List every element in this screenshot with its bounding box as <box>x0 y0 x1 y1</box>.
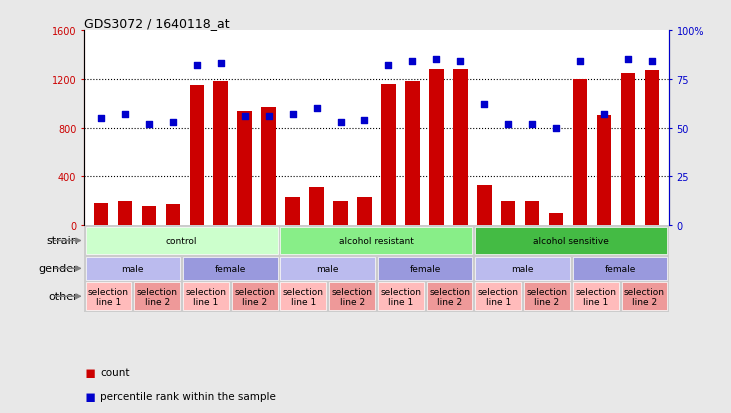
Text: selection
line 2: selection line 2 <box>624 287 665 306</box>
Bar <box>357 198 371 225</box>
Text: selection
line 2: selection line 2 <box>234 287 275 306</box>
Bar <box>262 108 276 225</box>
Text: selection
line 2: selection line 2 <box>429 287 470 306</box>
Point <box>646 59 658 65</box>
Bar <box>213 82 228 225</box>
Point <box>575 59 586 65</box>
Text: strain: strain <box>46 236 78 246</box>
Bar <box>573 283 618 310</box>
Bar <box>142 206 156 225</box>
Point <box>167 119 178 126</box>
Text: female: female <box>215 264 246 273</box>
Point <box>622 57 634 64</box>
Text: male: male <box>512 264 534 273</box>
Point <box>382 63 394 69</box>
Point <box>406 59 418 65</box>
Bar <box>378 283 424 310</box>
Point <box>502 121 514 128</box>
Point <box>455 59 466 65</box>
Point <box>95 115 107 122</box>
Bar <box>183 283 229 310</box>
Bar <box>183 257 278 280</box>
Bar <box>135 283 180 310</box>
Bar <box>475 227 667 255</box>
Point <box>143 121 155 128</box>
Text: gender: gender <box>39 264 78 274</box>
Bar <box>281 257 375 280</box>
Point <box>239 113 251 120</box>
Point <box>311 106 322 112</box>
Text: count: count <box>100 367 129 377</box>
Text: selection
line 1: selection line 1 <box>88 287 129 306</box>
Bar <box>382 85 395 225</box>
Bar <box>549 214 564 225</box>
Point <box>479 102 491 108</box>
Bar <box>309 188 324 225</box>
Bar <box>645 71 659 225</box>
Point <box>119 112 131 118</box>
Bar <box>378 257 472 280</box>
Text: other: other <box>48 292 78 301</box>
Point <box>359 117 371 124</box>
Text: selection
line 1: selection line 1 <box>186 287 227 306</box>
Bar <box>573 257 667 280</box>
Text: GDS3072 / 1640118_at: GDS3072 / 1640118_at <box>84 17 230 30</box>
Text: selection
line 1: selection line 1 <box>575 287 616 306</box>
Point <box>431 57 442 64</box>
Point <box>262 113 274 120</box>
Point <box>526 121 538 128</box>
Bar <box>573 80 588 225</box>
Bar <box>524 283 570 310</box>
Bar <box>597 116 611 225</box>
Text: selection
line 1: selection line 1 <box>380 287 421 306</box>
Bar <box>477 185 491 225</box>
Bar <box>405 82 420 225</box>
Bar <box>475 283 521 310</box>
Text: selection
line 2: selection line 2 <box>137 287 178 306</box>
Bar <box>501 201 515 225</box>
Bar <box>285 198 300 225</box>
Text: selection
line 2: selection line 2 <box>526 287 567 306</box>
Point <box>550 125 562 132</box>
Bar <box>281 283 326 310</box>
Text: male: male <box>317 264 339 273</box>
Text: male: male <box>121 264 144 273</box>
Bar <box>189 86 204 225</box>
Bar <box>525 201 539 225</box>
Text: selection
line 1: selection line 1 <box>283 287 324 306</box>
Bar <box>333 201 348 225</box>
Bar <box>429 70 444 225</box>
Text: ▪: ▪ <box>84 387 95 406</box>
Bar <box>86 283 132 310</box>
Text: female: female <box>409 264 441 273</box>
Point <box>335 119 346 126</box>
Text: selection
line 1: selection line 1 <box>478 287 519 306</box>
Bar <box>329 283 375 310</box>
Bar <box>281 227 472 255</box>
Bar <box>621 283 667 310</box>
Bar <box>475 257 570 280</box>
Point <box>215 61 227 67</box>
Text: percentile rank within the sample: percentile rank within the sample <box>100 392 276 401</box>
Bar <box>427 283 472 310</box>
Bar <box>118 201 132 225</box>
Bar <box>238 111 252 225</box>
Text: ▪: ▪ <box>84 363 95 381</box>
Bar <box>453 70 468 225</box>
Bar <box>86 257 180 280</box>
Bar <box>165 205 180 225</box>
Bar <box>232 283 278 310</box>
Text: selection
line 2: selection line 2 <box>332 287 373 306</box>
Text: control: control <box>166 236 197 245</box>
Point <box>191 63 202 69</box>
Bar <box>86 227 278 255</box>
Bar <box>94 204 108 225</box>
Text: alcohol resistant: alcohol resistant <box>339 236 414 245</box>
Point <box>287 112 298 118</box>
Text: female: female <box>605 264 636 273</box>
Bar <box>621 74 635 225</box>
Text: alcohol sensitive: alcohol sensitive <box>534 236 610 245</box>
Point <box>598 112 610 118</box>
